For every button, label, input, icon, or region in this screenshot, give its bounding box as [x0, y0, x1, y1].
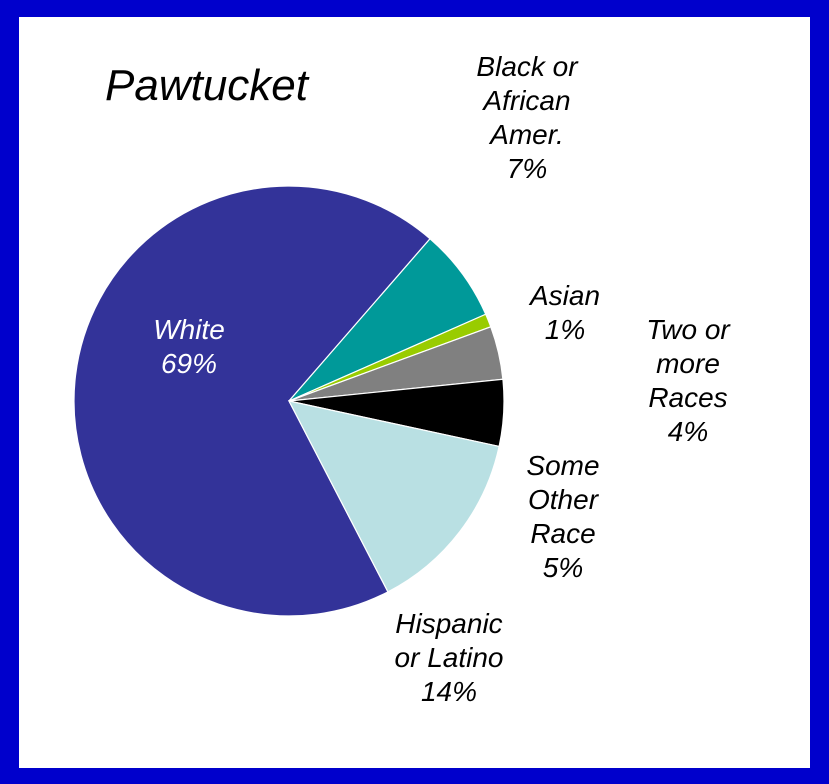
label-asian: Asian 1% [510, 279, 620, 347]
chart-panel: Pawtucket White 69% Black or African Amer. 7… [19, 17, 810, 768]
label-black-or-african-amer: Black or African Amer. 7% [447, 50, 607, 186]
label-two-or-more-races-line: Races [648, 382, 728, 413]
label-some-other-race: Some Other Race 5% [513, 449, 613, 585]
chart-title: Pawtucket [105, 61, 308, 110]
label-two-or-more-races-line: 4% [667, 416, 709, 447]
label-hispanic-or-latino-line: 14% [420, 676, 478, 707]
label-white: White 69% [129, 313, 249, 381]
label-black-or-african-amer-line: Amer. [490, 119, 564, 150]
label-some-other-race-line: Other [527, 484, 599, 515]
label-white-line: 69% [160, 348, 218, 379]
label-black-or-african-amer-line: African [483, 85, 571, 116]
label-black-or-african-amer-line: Black or [476, 51, 578, 82]
label-two-or-more-races: Two or more Races 4% [628, 313, 748, 449]
pie-chart [73, 185, 505, 617]
label-hispanic-or-latino-line: or Latino [394, 642, 504, 673]
slice-white [73, 185, 431, 617]
label-some-other-race-line: Race [530, 518, 596, 549]
label-hispanic-or-latino-line: Hispanic [395, 608, 503, 639]
label-hispanic-or-latino: Hispanic or Latino 14% [374, 607, 524, 709]
label-asian-line: 1% [544, 314, 586, 345]
label-some-other-race-line: 5% [542, 552, 584, 583]
label-two-or-more-races-line: Two or [646, 314, 730, 345]
label-black-or-african-amer-line: 7% [506, 153, 548, 184]
label-white-line: White [153, 314, 225, 345]
label-asian-line: Asian [529, 280, 601, 311]
label-two-or-more-races-line: more [656, 348, 720, 379]
label-some-other-race-line: Some [526, 450, 600, 481]
slice-hispanic-or-latino [287, 400, 500, 593]
